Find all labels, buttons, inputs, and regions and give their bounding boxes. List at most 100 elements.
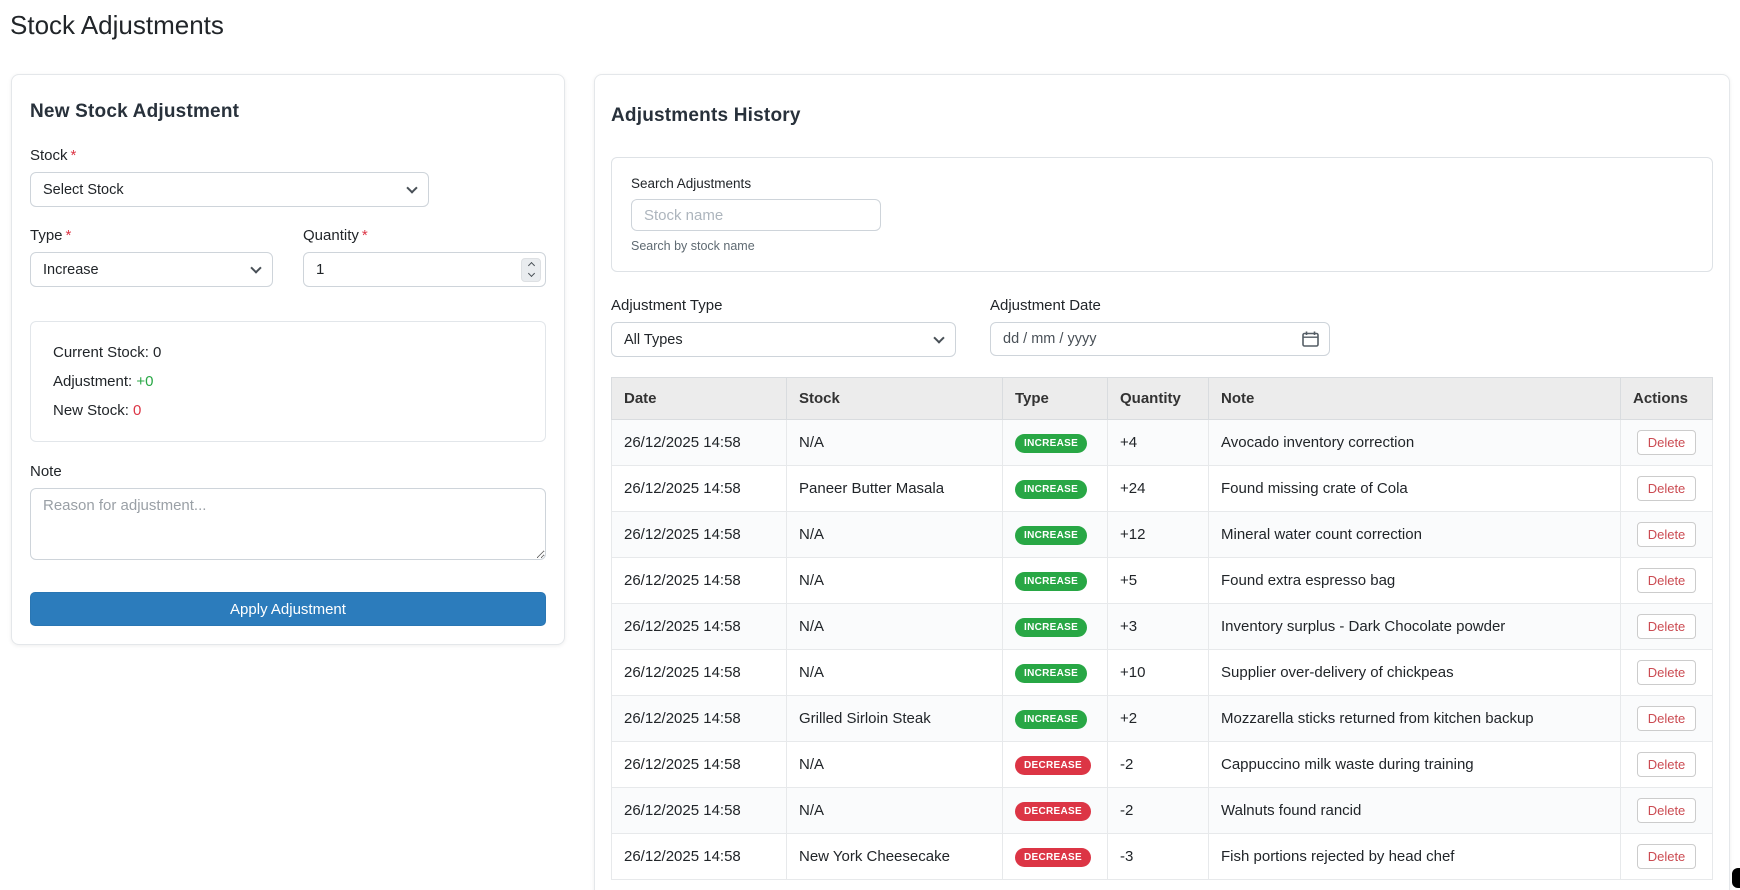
type-field-group: Type * Increase	[30, 227, 273, 287]
search-label: Search Adjustments	[631, 176, 752, 191]
adjustments-table: Date Stock Type Quantity Note Actions 26…	[611, 377, 1713, 880]
calendar-icon[interactable]	[1302, 331, 1319, 347]
adjustment-date-input[interactable]: dd / mm / yyyy	[990, 322, 1330, 356]
cell-type: INCREASE	[1002, 649, 1108, 696]
stepper-down-icon	[527, 269, 535, 278]
cell-actions: Delete	[1620, 465, 1713, 512]
cell-quantity: -2	[1107, 741, 1209, 788]
type-label: Type *	[30, 227, 72, 244]
cell-note: Avocado inventory correction	[1208, 419, 1621, 466]
adjustment-date-label: Adjustment Date	[990, 297, 1101, 314]
cell-stock: Paneer Butter Masala	[786, 465, 1003, 512]
table-row: 26/12/2025 14:58 N/A INCREASE +4 Avocado inv…	[611, 419, 1713, 466]
cell-note: Fish portions rejected by head chef	[1208, 833, 1621, 880]
increase-badge: INCREASE	[1015, 571, 1088, 591]
table-row: 26/12/2025 14:58 N/A INCREASE +3 Inventory s…	[611, 603, 1713, 650]
cell-date: 26/12/2025 14:58	[611, 649, 787, 696]
cell-note: Mineral water count correction	[1208, 511, 1621, 558]
decrease-badge: DECREASE	[1015, 847, 1091, 867]
cell-quantity: +12	[1107, 511, 1209, 558]
cell-stock: N/A	[786, 603, 1003, 650]
cell-note: Found missing crate of Cola	[1208, 465, 1621, 512]
cell-type: DECREASE	[1002, 833, 1108, 880]
column-header-quantity: Quantity	[1107, 377, 1209, 420]
delete-button[interactable]: Delete	[1636, 568, 1697, 593]
delete-button[interactable]: Delete	[1636, 476, 1697, 501]
search-input[interactable]	[631, 199, 881, 231]
adjustment-type-select[interactable]: All Types	[611, 322, 956, 357]
new-stock-adjustment-panel: New Stock Adjustment Stock * Select Stock…	[11, 74, 565, 645]
table-row: 26/12/2025 14:58 Grilled Sirloin Steak INC…	[611, 695, 1713, 742]
cell-stock: N/A	[786, 557, 1003, 604]
cell-stock: New York Cheesecake	[786, 833, 1003, 880]
quantity-stepper[interactable]	[521, 257, 541, 282]
delete-button[interactable]: Delete	[1636, 798, 1697, 823]
adjustment-type-value: All Types	[624, 331, 683, 348]
required-asterisk: *	[70, 147, 77, 164]
type-select[interactable]: Increase	[30, 252, 273, 287]
cell-quantity: -3	[1107, 833, 1209, 880]
cell-actions: Delete	[1620, 695, 1713, 742]
delete-button[interactable]: Delete	[1636, 522, 1697, 547]
cell-stock: N/A	[786, 741, 1003, 788]
cell-type: DECREASE	[1002, 787, 1108, 834]
cell-actions: Delete	[1620, 741, 1713, 788]
current-stock-line: Current Stock: 0	[53, 344, 162, 361]
quantity-field-group: Quantity *	[303, 227, 546, 287]
required-asterisk: *	[361, 227, 368, 244]
decrease-badge: DECREASE	[1015, 801, 1091, 821]
note-textarea[interactable]	[30, 488, 546, 560]
delete-button[interactable]: Delete	[1636, 614, 1697, 639]
required-asterisk: *	[65, 227, 72, 244]
delete-button[interactable]: Delete	[1636, 752, 1697, 777]
form-heading: New Stock Adjustment	[30, 101, 240, 122]
cell-date: 26/12/2025 14:58	[611, 787, 787, 834]
type-select-value: Increase	[43, 261, 99, 278]
column-header-actions: Actions	[1620, 377, 1713, 420]
cell-date: 26/12/2025 14:58	[611, 603, 787, 650]
cell-stock: Grilled Sirloin Steak	[786, 695, 1003, 742]
cell-date: 26/12/2025 14:58	[611, 833, 787, 880]
increase-badge: INCREASE	[1015, 479, 1088, 499]
quantity-input[interactable]	[303, 252, 546, 287]
cell-actions: Delete	[1620, 787, 1713, 834]
delete-button[interactable]: Delete	[1636, 706, 1697, 731]
delete-button[interactable]: Delete	[1636, 660, 1697, 685]
apply-adjustment-button[interactable]: Apply Adjustment	[30, 592, 546, 626]
adjustment-summary: Current Stock: 0 Adjustment: +0 New Stoc…	[30, 321, 546, 442]
column-header-date: Date	[611, 377, 787, 420]
increase-badge: INCREASE	[1015, 617, 1088, 637]
delete-button[interactable]: Delete	[1636, 430, 1697, 455]
cell-note: Supplier over-delivery of chickpeas	[1208, 649, 1621, 696]
cell-date: 26/12/2025 14:58	[611, 741, 787, 788]
chevron-down-icon	[250, 261, 262, 274]
delete-button[interactable]: Delete	[1636, 844, 1697, 869]
cell-actions: Delete	[1620, 511, 1713, 558]
cell-type: INCREASE	[1002, 695, 1108, 742]
stock-select[interactable]: Select Stock	[30, 172, 429, 207]
cell-quantity: +5	[1107, 557, 1209, 604]
cell-actions: Delete	[1620, 833, 1713, 880]
table-row: 26/12/2025 14:58 New York Cheesecake DECRE…	[611, 833, 1713, 880]
cell-date: 26/12/2025 14:58	[611, 511, 787, 558]
current-stock-value: 0	[153, 344, 162, 361]
cell-stock: N/A	[786, 419, 1003, 466]
cell-stock: N/A	[786, 787, 1003, 834]
cell-type: INCREASE	[1002, 511, 1108, 558]
main-layout: New Stock Adjustment Stock * Select Stock…	[0, 74, 1740, 890]
chevron-down-icon	[933, 331, 945, 344]
cell-note: Found extra espresso bag	[1208, 557, 1621, 604]
table-row: 26/12/2025 14:58 Paneer Butter Masala INCR…	[611, 465, 1713, 512]
new-stock-value: 0	[133, 402, 142, 419]
cell-note: Cappuccino milk waste during training	[1208, 741, 1621, 788]
cell-type: INCREASE	[1002, 465, 1108, 512]
cell-actions: Delete	[1620, 649, 1713, 696]
decrease-badge: DECREASE	[1015, 755, 1091, 775]
search-section: Search Adjustments Search by stock name	[611, 157, 1713, 272]
cell-type: INCREASE	[1002, 419, 1108, 466]
adjustment-date-filter-group: Adjustment Date dd / mm / yyyy	[990, 297, 1330, 357]
increase-badge: INCREASE	[1015, 663, 1088, 683]
cell-note: Mozzarella sticks returned from kitchen …	[1208, 695, 1621, 742]
cell-quantity: +3	[1107, 603, 1209, 650]
cell-quantity: +4	[1107, 419, 1209, 466]
